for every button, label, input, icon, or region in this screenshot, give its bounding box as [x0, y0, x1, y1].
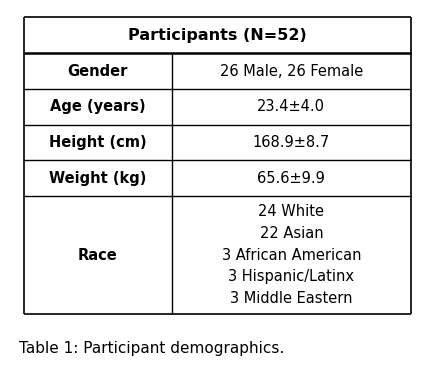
Text: 23.4±4.0: 23.4±4.0: [257, 99, 326, 114]
Text: Gender: Gender: [68, 64, 128, 78]
Text: Table 1: Participant demographics.: Table 1: Participant demographics.: [19, 341, 285, 357]
Text: 168.9±8.7: 168.9±8.7: [253, 135, 330, 150]
Text: Age (years): Age (years): [50, 99, 146, 114]
Text: Participants (N=52): Participants (N=52): [128, 28, 307, 43]
Text: Race: Race: [78, 248, 118, 263]
Text: Height (cm): Height (cm): [49, 135, 147, 150]
Text: 65.6±9.9: 65.6±9.9: [258, 171, 325, 185]
Text: Weight (kg): Weight (kg): [49, 171, 147, 185]
Text: 26 Male, 26 Female: 26 Male, 26 Female: [220, 64, 363, 78]
Text: 24 White
22 Asian
3 African American
3 Hispanic/Latinx
3 Middle Eastern: 24 White 22 Asian 3 African American 3 H…: [221, 204, 361, 306]
